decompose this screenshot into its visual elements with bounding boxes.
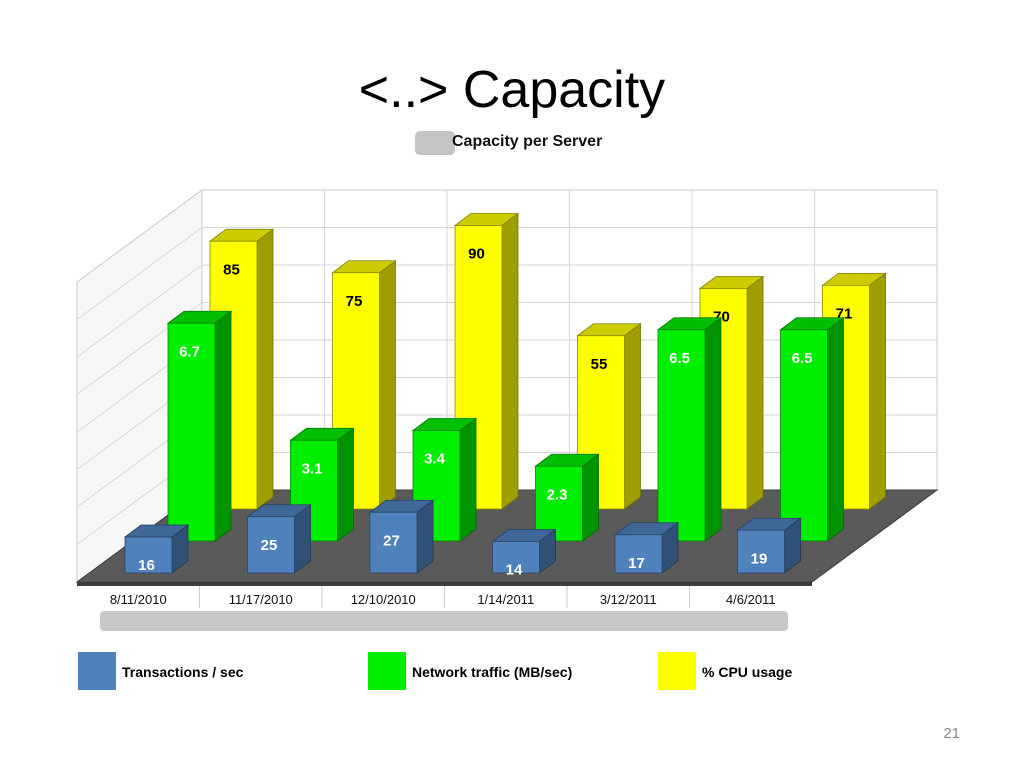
data-label-cpu: 90: [468, 246, 485, 263]
data-label-transactions: 14: [506, 562, 523, 579]
bar-cpu-side: [501, 212, 519, 510]
bar-cpu-side: [869, 272, 886, 510]
data-label-network: 3.1: [302, 460, 323, 477]
gridline-left-wall: [76, 227, 203, 320]
legend-swatch-network: [368, 652, 406, 690]
bar-network-side: [704, 316, 722, 542]
legend-swatch-transactions: [78, 652, 116, 690]
data-label-network: 6.7: [179, 343, 200, 360]
data-label-network: 3.4: [424, 451, 446, 468]
bar-network: [167, 322, 216, 542]
data-label-network: 6.5: [669, 350, 690, 367]
bar-transactions-side: [416, 499, 434, 574]
x-tick-label: 3/12/2011: [600, 592, 657, 607]
x-tick-label: 11/17/2010: [229, 592, 293, 607]
bar-network-side: [582, 453, 599, 542]
data-label-transactions: 27: [383, 532, 400, 549]
bar-network-side: [459, 417, 477, 542]
bar-transactions: [614, 534, 663, 574]
bar-network: [535, 465, 583, 542]
x-tick-label: 12/10/2010: [351, 592, 416, 607]
bar-network: [657, 329, 706, 542]
bar-transactions: [737, 529, 785, 574]
data-label-transactions: 19: [751, 550, 768, 567]
legend-label-cpu: % CPU usage: [702, 664, 793, 680]
bar-transactions: [247, 516, 295, 574]
legend-swatch-cpu: [658, 652, 696, 690]
data-label-cpu: 75: [346, 293, 363, 310]
chart-floor-edge: [77, 582, 812, 586]
bar-cpu-side: [746, 275, 764, 510]
bar-network-side: [214, 310, 232, 542]
bar-cpu-side: [624, 322, 641, 510]
x-tick-label: 8/11/2010: [110, 592, 167, 607]
redaction-bar: [100, 611, 788, 631]
data-label-network: 6.5: [792, 350, 813, 367]
data-label-network: 2.3: [547, 486, 568, 503]
redaction-pill: [415, 131, 455, 155]
x-tick-label: 1/14/2011: [477, 592, 534, 607]
x-tick-label: 4/6/2011: [726, 592, 776, 607]
bar-network-side: [827, 316, 844, 542]
bar-network: [780, 329, 828, 542]
bar-network-side: [337, 427, 354, 542]
gridline-left-wall: [76, 264, 203, 358]
legend-label-transactions: Transactions / sec: [122, 664, 244, 680]
bar-transactions: [369, 511, 418, 574]
chart-title: Capacity per Server: [452, 133, 603, 150]
data-label-transactions: 17: [628, 555, 645, 572]
bar-cpu-side: [256, 228, 274, 510]
data-label-transactions: 25: [261, 537, 278, 554]
page-number: 21: [943, 725, 960, 742]
data-label-transactions: 16: [138, 557, 155, 574]
data-label-cpu: 85: [223, 261, 240, 278]
bar-transactions: [124, 536, 173, 574]
bar-transactions: [492, 541, 540, 574]
legend-label-network: Network traffic (MB/sec): [412, 664, 573, 680]
bar-cpu-side: [379, 259, 396, 510]
data-label-cpu: 55: [591, 356, 608, 373]
slide-title: <..> Capacity: [358, 61, 666, 119]
